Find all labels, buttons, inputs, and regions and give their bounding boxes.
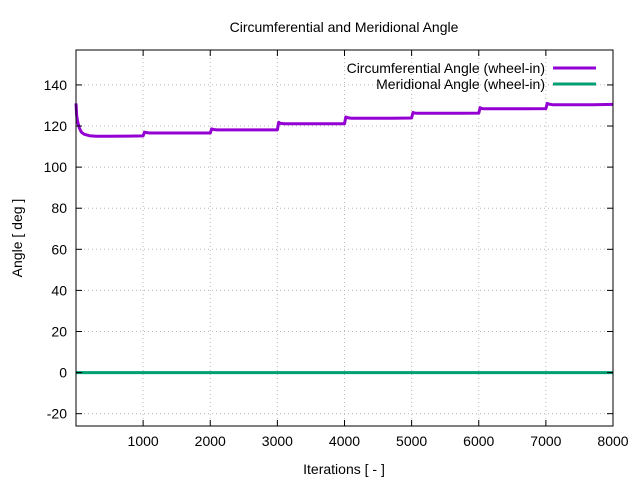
y-axis-label: Angle [ deg ] — [9, 199, 25, 278]
grid — [76, 50, 614, 426]
legend: Circumferential Angle (wheel-in)Meridion… — [347, 60, 596, 92]
y-tick-label: 120 — [44, 118, 68, 134]
x-tick-label: 2000 — [195, 433, 226, 449]
legend-label: Meridional Angle (wheel-in) — [376, 76, 545, 92]
x-tick-label: 6000 — [463, 433, 494, 449]
x-tick-label: 5000 — [396, 433, 427, 449]
y-tick-label: -20 — [47, 406, 67, 422]
y-tick-label: 60 — [51, 241, 67, 257]
y-tick-label: 80 — [51, 200, 67, 216]
y-tick-label: 100 — [44, 159, 68, 175]
x-axis-label: Iterations [ - ] — [303, 461, 385, 477]
chart-title: Circumferential and Meridional Angle — [230, 19, 459, 35]
x-tick-label: 7000 — [530, 433, 561, 449]
x-tick-label: 1000 — [128, 433, 159, 449]
y-tick-label: 20 — [51, 323, 67, 339]
x-tick-label: 3000 — [262, 433, 293, 449]
y-tick-label: 140 — [44, 77, 68, 93]
series-line — [74, 101, 614, 138]
x-tick-label: 4000 — [329, 433, 360, 449]
y-tick-label: 40 — [51, 282, 67, 298]
legend-label: Circumferential Angle (wheel-in) — [347, 60, 545, 76]
x-tick-label: 8000 — [597, 433, 628, 449]
y-tick-label: 0 — [59, 365, 67, 381]
axis-ticks: -20 0 20 40 60 80 100 120 140 1000 2000 3000 4000 500… — [44, 50, 629, 449]
series-layer — [74, 101, 614, 375]
